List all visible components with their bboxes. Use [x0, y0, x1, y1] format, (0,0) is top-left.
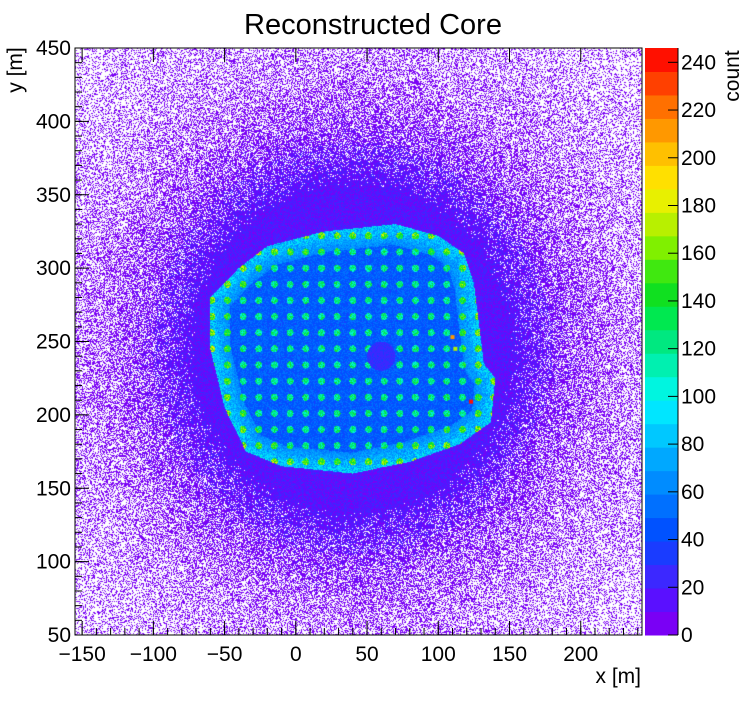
- y-axis-label: y [m]: [4, 47, 27, 93]
- y-tick-label: 150: [36, 477, 71, 500]
- y-tick-label: 450: [36, 37, 71, 60]
- y-tick-label: 400: [36, 110, 71, 133]
- colorbar-bin: [645, 376, 678, 401]
- heatmap-canvas: [75, 48, 642, 635]
- colorbar-tick-label: 120: [681, 338, 716, 361]
- y-tick-label: 350: [36, 184, 71, 207]
- plot-area-container: [75, 48, 642, 635]
- colorbar-bin: [645, 71, 678, 96]
- colorbar-bin: [645, 282, 678, 307]
- colorbar-tick-label: 140: [681, 290, 716, 313]
- y-axis: 50 100 150 200 250 300 350 400 450: [36, 37, 89, 647]
- x-tick-label: 50: [355, 643, 378, 666]
- colorbar-bin: [645, 517, 678, 542]
- y-tick-label: 200: [36, 404, 71, 427]
- colorbar-bin: [645, 118, 678, 143]
- colorbar-bin: [645, 165, 678, 190]
- colorbar-bin: [645, 447, 678, 472]
- colorbar-bin: [645, 141, 678, 166]
- colorbar-label: count: [721, 50, 744, 102]
- chart-title: Reconstructed Core: [244, 9, 502, 41]
- x-tick-label: −50: [207, 643, 243, 666]
- colorbar-tick-label: 40: [681, 529, 704, 552]
- colorbar-tick-label: 220: [681, 99, 716, 122]
- x-axis: −150 −100 −50 0 50 100 150 200: [58, 48, 639, 666]
- colorbar-tick-label: 160: [681, 242, 716, 265]
- colorbar-tick-label: 20: [681, 576, 704, 599]
- colorbar-bin: [645, 188, 678, 213]
- colorbar-tick-label: 180: [681, 194, 716, 217]
- y-tick-label: 250: [36, 331, 71, 354]
- x-tick-label: 150: [492, 643, 527, 666]
- colorbar-bin: [645, 329, 678, 354]
- x-axis-label: x [m]: [596, 665, 642, 688]
- colorbar-bin: [645, 494, 678, 519]
- colorbar-bin: [645, 611, 678, 636]
- y-tick-label: 100: [36, 551, 71, 574]
- colorbar-bin: [645, 564, 678, 589]
- colorbar-bin: [645, 423, 678, 448]
- colorbar-bin: [645, 470, 678, 495]
- x-tick-label: 0: [290, 643, 302, 666]
- colorbar-tick-label: 60: [681, 481, 704, 504]
- colorbar-bin: [645, 541, 678, 566]
- colorbar-bin: [645, 306, 678, 331]
- x-tick-label: 200: [563, 643, 598, 666]
- colorbar-tick-label: 200: [681, 147, 716, 170]
- colorbar-bin: [645, 48, 678, 72]
- colorbar-bin: [645, 94, 678, 119]
- colorbar-tick-label: 0: [681, 624, 693, 647]
- colorbar-tick-label: 80: [681, 433, 704, 456]
- x-tick-label: −100: [130, 643, 177, 666]
- x-tick-label: 100: [421, 643, 456, 666]
- y-tick-label: 50: [48, 624, 71, 647]
- colorbar-tick-label: 100: [681, 385, 716, 408]
- colorbar-bin: [645, 259, 678, 284]
- colorbar-tick-label: 240: [681, 51, 716, 74]
- colorbar-bin: [645, 588, 678, 613]
- colorbar-bin: [645, 353, 678, 378]
- y-tick-label: 300: [36, 257, 71, 280]
- colorbar-bin: [645, 212, 678, 237]
- colorbar-bin: [645, 400, 678, 425]
- colorbar: 0 20 40 60 80 100 120 140 160 180 200 220 240: [645, 48, 716, 647]
- x-tick-label: −150: [58, 643, 105, 666]
- colorbar-bin: [645, 235, 678, 260]
